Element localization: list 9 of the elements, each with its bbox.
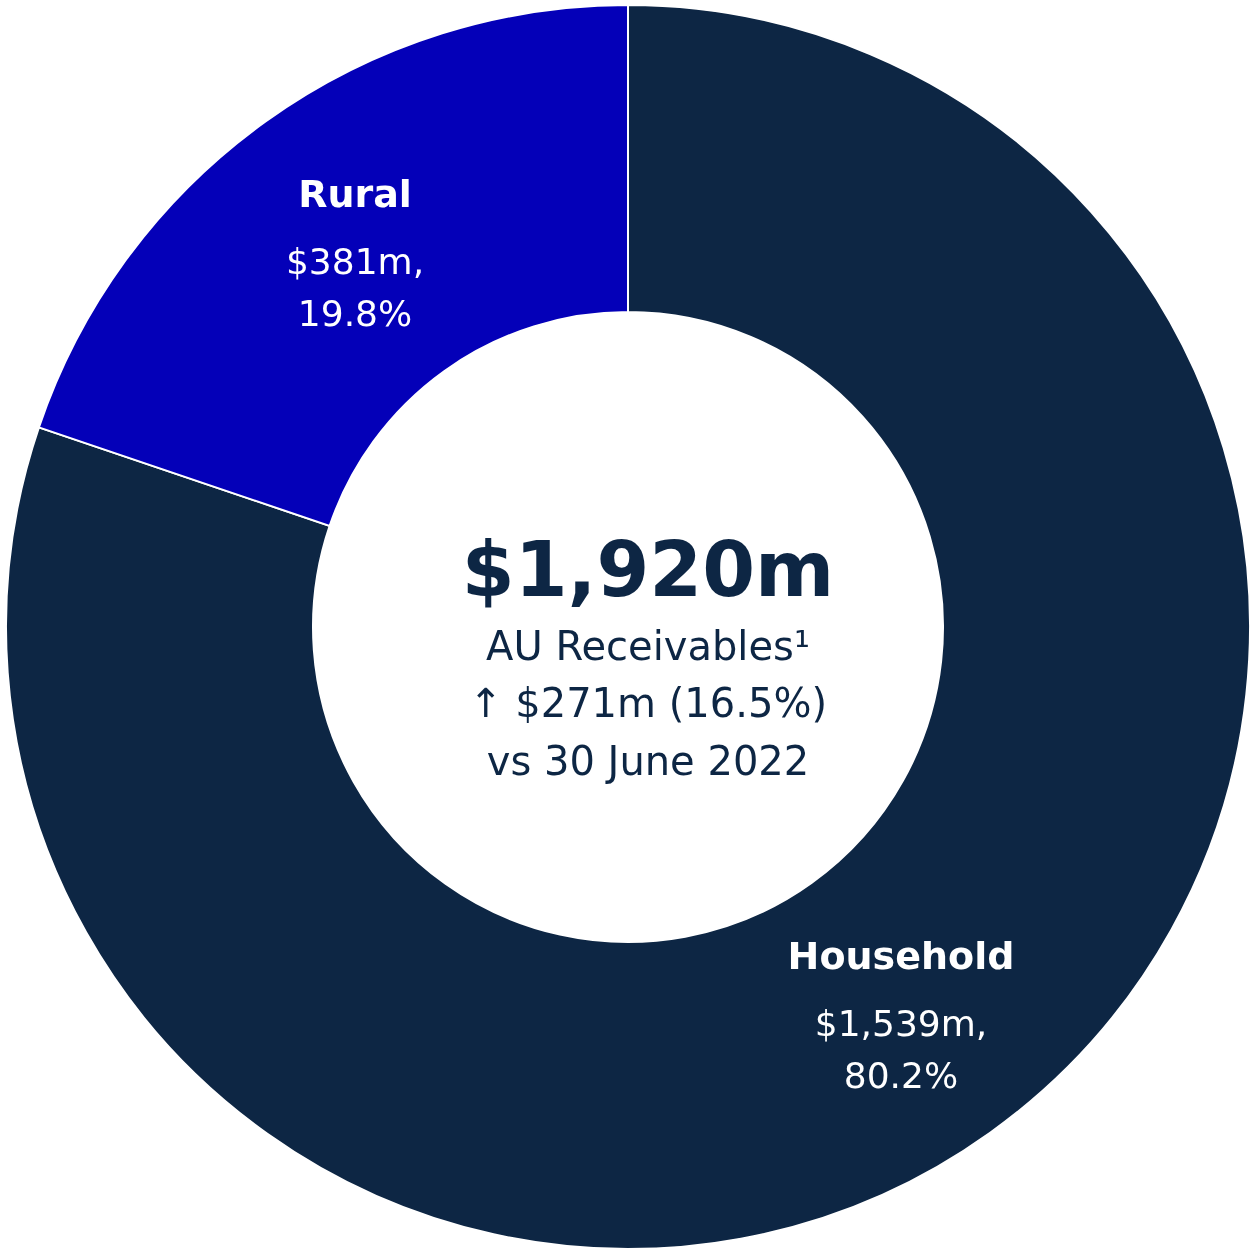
slice-label: Rural — [298, 172, 412, 217]
text: vs 30 June 2022 — [486, 738, 810, 784]
data-label: $1,539m, 80.2% — [814, 1002, 988, 1096]
donut-slice — [6, 4, 1251, 1250]
slice-label: Household — [787, 933, 1015, 978]
text: ↑ $271m (16.5%) — [469, 680, 827, 726]
text: AU Receivables¹ — [486, 623, 810, 669]
data-label: $381m, 19.8% — [285, 241, 425, 335]
text: $1,920m — [461, 525, 835, 614]
